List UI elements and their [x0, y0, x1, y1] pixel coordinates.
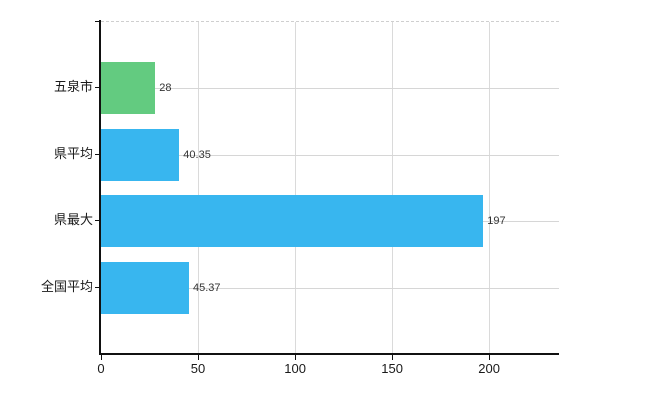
vertical-gridline [198, 22, 199, 354]
x-axis-tick [198, 355, 199, 360]
x-axis-tick-label: 0 [97, 361, 105, 376]
horizontal-gridline [101, 154, 559, 156]
bar-五泉市 [101, 62, 156, 115]
vertical-gridline [295, 22, 297, 354]
y-axis-tick [95, 286, 101, 288]
bar-県平均 [101, 128, 180, 181]
x-axis-tick-label: 200 [478, 361, 500, 376]
y-axis-tick [95, 153, 101, 155]
value-label: 40.35 [183, 148, 211, 161]
y-axis-tick [95, 87, 101, 89]
y-axis-line [99, 20, 101, 355]
y-axis-tick [95, 220, 101, 222]
x-axis-tick [489, 355, 491, 360]
y-axis-tick [95, 21, 101, 22]
horizontal-gridline [101, 287, 559, 289]
x-axis-tick-label: 100 [284, 361, 306, 376]
category-label: 五泉市 [53, 79, 93, 95]
bar-全国平均 [101, 261, 189, 314]
category-label: 県平均 [53, 145, 93, 161]
x-axis-line [99, 353, 559, 355]
plot-area: 28 40.35 197 45.37 [101, 21, 559, 354]
category-label: 県最大 [53, 212, 93, 228]
category-label: 全国平均 [40, 278, 93, 294]
x-axis-tick [392, 355, 394, 360]
x-axis-tick-label: 50 [190, 361, 206, 376]
vertical-gridline [392, 22, 394, 354]
vertical-gridline [489, 22, 491, 354]
x-axis-tick-label: 150 [381, 361, 403, 376]
x-axis-tick [295, 355, 297, 360]
x-axis-tick [101, 355, 102, 360]
horizontal-gridline [101, 88, 559, 90]
value-label: 28 [159, 82, 172, 95]
bar-県最大 [101, 195, 484, 248]
value-label: 45.37 [193, 281, 221, 294]
value-label: 197 [487, 215, 506, 228]
